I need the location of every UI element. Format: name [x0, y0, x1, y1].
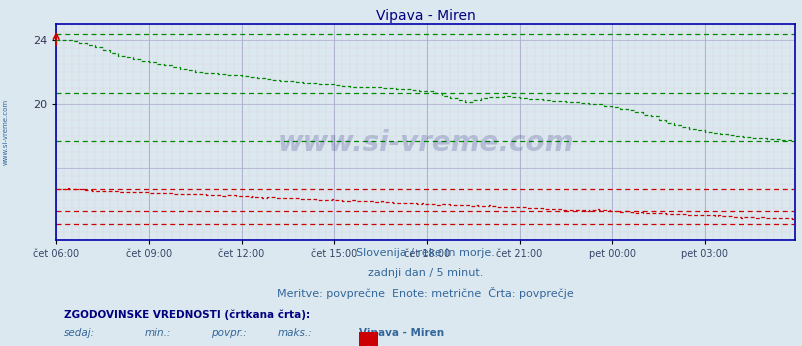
Bar — [358, 332, 377, 346]
Text: min.:: min.: — [144, 328, 171, 338]
Text: sedaj:: sedaj: — [63, 328, 95, 338]
Text: ZGODOVINSKE VREDNOSTI (črtkana črta):: ZGODOVINSKE VREDNOSTI (črtkana črta): — [63, 310, 310, 320]
Text: zadnji dan / 5 minut.: zadnji dan / 5 minut. — [367, 267, 483, 277]
Text: Slovenija / reke in morje.: Slovenija / reke in morje. — [356, 248, 494, 258]
Title: Vipava - Miren: Vipava - Miren — [375, 9, 475, 23]
Text: Vipava - Miren: Vipava - Miren — [358, 328, 444, 338]
Text: maks.:: maks.: — [277, 328, 312, 338]
Text: povpr.:: povpr.: — [211, 328, 247, 338]
Text: www.si-vreme.com: www.si-vreme.com — [277, 129, 573, 157]
Text: Meritve: povprečne  Enote: metrične  Črta: povprečje: Meritve: povprečne Enote: metrične Črta:… — [277, 287, 573, 299]
Text: www.si-vreme.com: www.si-vreme.com — [2, 98, 9, 165]
